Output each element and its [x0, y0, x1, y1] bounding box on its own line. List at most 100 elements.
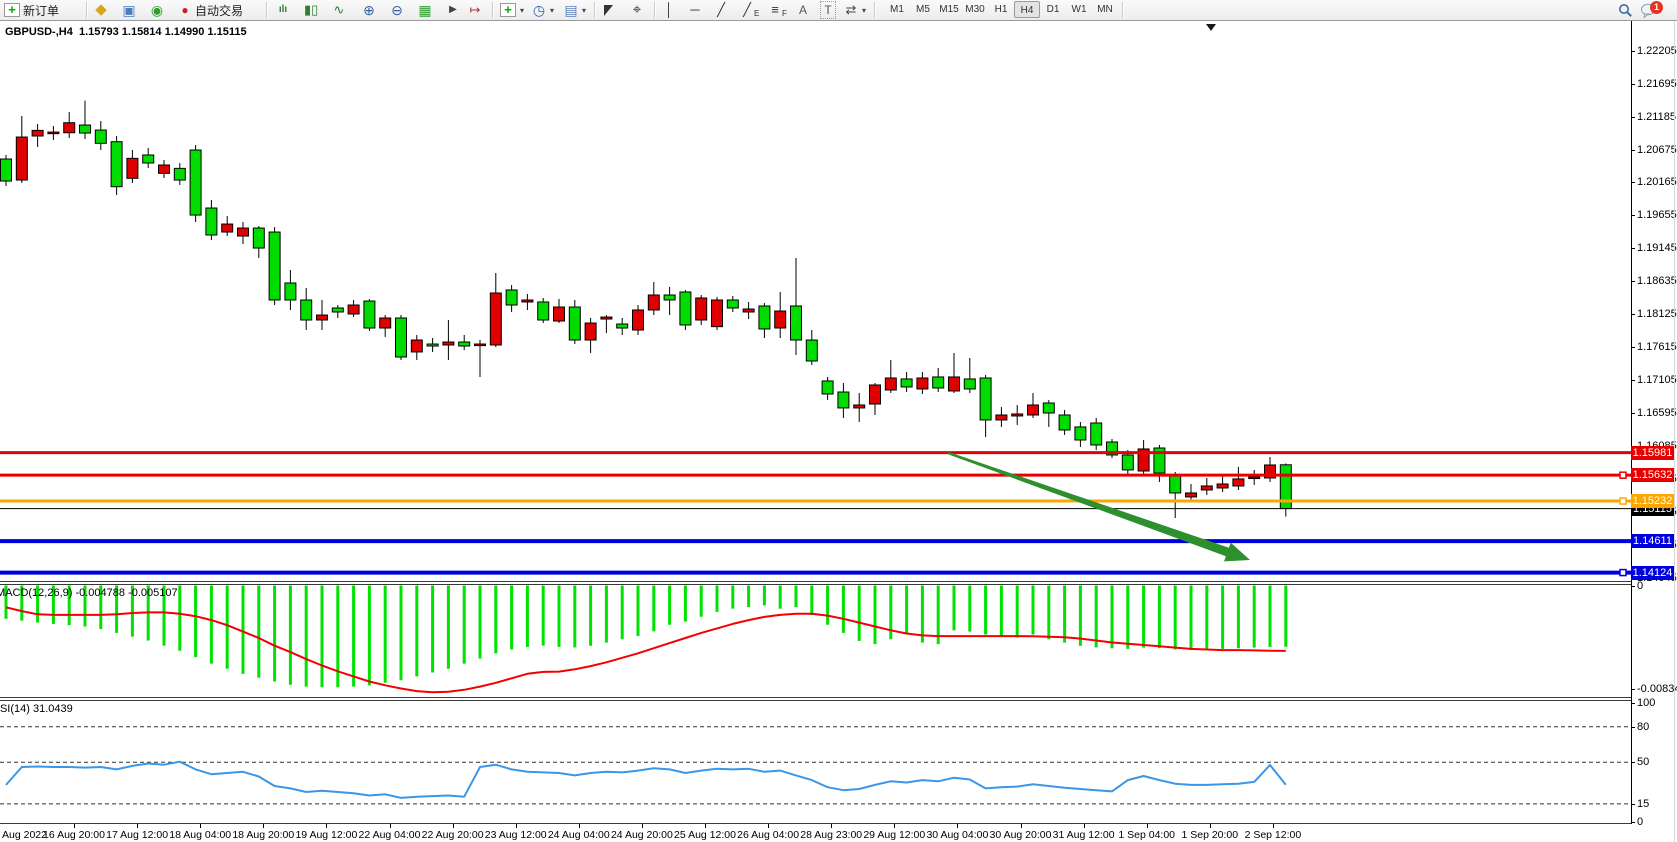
pane-separator[interactable] — [0, 581, 1631, 582]
arrows-tool-button[interactable]: ⇄ ▾ — [842, 1, 868, 19]
price-chart-pane[interactable] — [0, 20, 1631, 584]
axis-tick — [1631, 215, 1635, 216]
fibonacci-tool-button[interactable]: ≡ F — [766, 1, 789, 19]
candle-up — [442, 341, 455, 346]
price-level-badge: 1.15632 — [1631, 468, 1674, 483]
line-anchor-marker[interactable] — [1619, 497, 1627, 505]
pane-separator[interactable] — [0, 697, 1631, 698]
macd-pane[interactable] — [0, 584, 1631, 697]
price-tick-label: 1.19655 — [1637, 209, 1677, 221]
toolbar-separator — [874, 2, 876, 18]
timeframe-button-W1[interactable]: W1 — [1071, 4, 1087, 15]
fibonacci-icon: ≡ — [771, 2, 779, 17]
candle-down — [284, 282, 297, 301]
timeframe-button-MN[interactable]: MN — [1097, 4, 1113, 15]
candle-down — [189, 149, 202, 216]
time-axis-label: 23 Aug 12:00 — [484, 829, 547, 841]
periods-button[interactable]: ◷ ▾ — [530, 1, 556, 19]
zoom-in-button[interactable]: ⊕ — [360, 1, 378, 19]
candle-up — [948, 376, 960, 392]
price-tick-label: 1.17105 — [1637, 374, 1677, 386]
autotrading-button[interactable]: ● 自动交易 — [176, 1, 245, 19]
new-chart-button[interactable]: + ▾ — [498, 1, 526, 19]
timeframe-button-H4[interactable]: H4 — [1014, 1, 1040, 18]
candle-up — [916, 377, 929, 390]
macd-zero-label: 0 — [1637, 580, 1644, 592]
timeframe-button-M15[interactable]: M15 — [939, 4, 959, 15]
time-axis-label: 31 Aug 12:00 — [1052, 829, 1115, 841]
time-axis-label: 19 Aug 12:00 — [295, 829, 358, 841]
notification-badge[interactable]: 1 — [1650, 1, 1663, 14]
timeframe-button-D1[interactable]: D1 — [1046, 4, 1060, 15]
candle-down — [963, 378, 976, 390]
candle-down — [94, 129, 107, 144]
candle-up — [695, 297, 708, 321]
terminal-button[interactable]: ▣ — [120, 1, 138, 19]
zoom-out-button[interactable]: ⊖ — [388, 1, 406, 19]
crosshair-tool-button[interactable]: ⌖ — [628, 1, 646, 19]
bar-chart-button[interactable]: ılı — [274, 1, 292, 19]
candle-down — [252, 227, 265, 249]
auto-scroll-button[interactable]: ▶ — [444, 1, 462, 19]
text-tool-button[interactable]: A — [794, 1, 812, 19]
candle-up — [632, 309, 644, 331]
candle-down — [331, 307, 344, 313]
chart-shift-button[interactable]: ↦ — [466, 1, 484, 19]
timeframe-button-H1[interactable]: H1 — [994, 4, 1008, 15]
line-anchor-marker[interactable] — [1619, 568, 1627, 577]
candle-down — [805, 339, 818, 362]
new-order-label: 新订单 — [23, 3, 60, 18]
gold-item-icon: ◆ — [95, 1, 107, 18]
time-axis-label: 30 Aug 04:00 — [926, 829, 989, 841]
axis-tick — [1631, 281, 1635, 282]
vertical-line-tool-button[interactable]: │ — [660, 1, 678, 19]
candlestick-chart-button[interactable]: ▮▯ — [302, 1, 320, 19]
candle-up — [1264, 464, 1276, 479]
dropdown-arrow-icon: ▾ — [862, 5, 867, 15]
rsi-pane[interactable] — [0, 700, 1631, 823]
candle-up — [600, 316, 613, 320]
timeframe-button-M30[interactable]: M30 — [965, 4, 985, 15]
time-axis-tick — [1020, 824, 1022, 828]
axis-tick — [1631, 51, 1635, 52]
timeframe-button-M1[interactable]: M1 — [890, 4, 904, 15]
toolbar-separator — [594, 2, 596, 18]
candle-up — [158, 164, 170, 174]
axis-tick — [1631, 248, 1635, 249]
horizontal-line-icon: ─ — [690, 2, 700, 17]
rsi-line — [5, 760, 1287, 799]
channel-letter: E — [754, 8, 760, 18]
time-axis-tick — [263, 824, 265, 828]
market-watch-button[interactable]: ◆ — [92, 1, 110, 19]
trendline-tool-button[interactable]: ╱ — [712, 1, 730, 19]
timeframe-button-M5[interactable]: M5 — [916, 4, 930, 15]
search-icon — [1619, 3, 1632, 17]
line-anchor-marker[interactable] — [1619, 471, 1627, 479]
macd-signal-line — [5, 606, 1286, 694]
candle-down — [663, 294, 676, 301]
tile-windows-button[interactable]: ▦ — [416, 1, 434, 19]
candle-down — [205, 207, 218, 236]
axis-tick — [1631, 822, 1635, 823]
cursor-tool-button[interactable] — [602, 1, 615, 19]
candle-up — [711, 299, 723, 328]
chart-shift-marker-icon[interactable] — [1206, 24, 1216, 31]
new-order-button[interactable]: + 新订单 — [2, 1, 61, 19]
channel-tool-button[interactable]: ╱ E — [738, 1, 761, 19]
time-axis-tick — [1272, 824, 1274, 828]
rsi-level-label: 80 — [1637, 721, 1650, 733]
time-axis-tick — [137, 824, 139, 828]
price-axis-border — [1631, 20, 1632, 824]
templates-button[interactable]: ▤ ▾ — [562, 1, 588, 19]
trend-arrow-annotation[interactable] — [947, 451, 1250, 562]
crosshair-icon: ⌖ — [632, 1, 642, 18]
search-button[interactable] — [1616, 1, 1635, 19]
text-label-tool-button[interactable]: T — [818, 1, 838, 19]
candle-down — [505, 289, 518, 306]
line-chart-button[interactable]: ∿ — [330, 1, 348, 19]
time-axis-label: 24 Aug 20:00 — [610, 829, 673, 841]
signals-button[interactable]: ◉ — [148, 1, 166, 19]
candle-down — [679, 291, 692, 326]
new-chart-icon: + — [500, 3, 516, 17]
horizontal-line-tool-button[interactable]: ─ — [686, 1, 704, 19]
